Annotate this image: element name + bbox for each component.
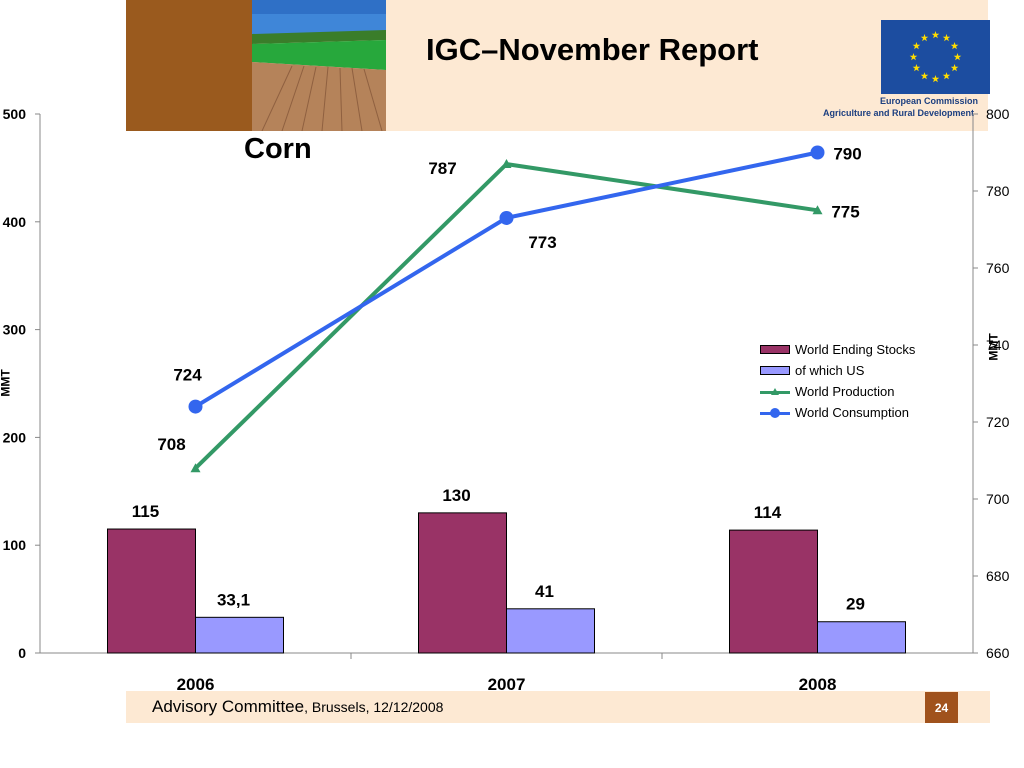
- eu-star-icon: [912, 42, 921, 50]
- data-point: [190, 463, 201, 473]
- data-point: [812, 205, 823, 215]
- line-data-label: 790: [833, 145, 861, 164]
- data-point: [499, 210, 514, 225]
- field-photo-image: [252, 0, 386, 131]
- bar: [817, 621, 906, 654]
- legend-label-consumption: World Consumption: [795, 405, 909, 420]
- eu-star-icon: [942, 72, 951, 80]
- right-axis-tick-label: 720: [986, 414, 1010, 430]
- bar-data-label: 114: [754, 503, 782, 522]
- eu-star-icon: [942, 33, 951, 42]
- series-line: [194, 150, 818, 409]
- chart-title: Corn: [244, 133, 312, 165]
- right-axis-tick-label: 780: [986, 183, 1010, 199]
- eu-star-icon: [931, 75, 940, 83]
- x-axis-tick-label: 2008: [799, 675, 837, 694]
- x-axis-tick-label: 2007: [488, 675, 526, 694]
- left-axis-tick-label: 0: [18, 645, 26, 661]
- right-axis-title: MMT: [986, 333, 1001, 361]
- page-title: IGC–November Report: [426, 32, 759, 67]
- legend-label-us: of which US: [795, 363, 865, 378]
- line-data-label: 773: [528, 233, 556, 252]
- legend-swatch-production: [760, 386, 790, 398]
- page-number: 24: [925, 692, 958, 723]
- left-axis-tick-label: 100: [3, 537, 27, 553]
- brown-decor-block: [126, 0, 252, 131]
- eu-star-icon: [931, 31, 940, 39]
- legend-swatch-us: [760, 366, 790, 375]
- bar-data-label: 41: [535, 582, 554, 601]
- line-data-label: 787: [428, 159, 456, 178]
- legend-swatch-ending-stocks: [760, 345, 790, 354]
- eu-logo-text-dg: Agriculture and Rural Development: [823, 108, 975, 118]
- line-data-label: 775: [831, 202, 859, 221]
- bar: [506, 608, 595, 654]
- legend-item-production: World Production: [760, 381, 915, 402]
- left-axis-tick-label: 400: [3, 214, 27, 230]
- bar: [107, 528, 196, 654]
- series-line: [194, 161, 818, 470]
- legend-item-consumption: World Consumption: [760, 402, 915, 423]
- eu-star-icon: [909, 53, 918, 61]
- eu-star-icon: [953, 53, 962, 61]
- right-axis-tick-label: 740: [986, 337, 1010, 353]
- legend-label-production: World Production: [795, 384, 895, 399]
- right-axis-tick-label: 680: [986, 568, 1010, 584]
- bar-data-label: 130: [442, 486, 470, 505]
- eu-logo-text-commission: European Commission: [880, 96, 979, 106]
- bar-data-label: 29: [846, 595, 865, 614]
- right-axis-tick-label: 800: [986, 106, 1010, 122]
- footer-committee: Advisory Committee: [152, 697, 305, 716]
- left-axis-title: MMT: [0, 369, 13, 397]
- eu-star-icon: [950, 42, 959, 50]
- right-axis-tick-label: 700: [986, 491, 1010, 507]
- legend-item-us: of which US: [760, 360, 915, 381]
- right-axis-tick-label: 660: [986, 645, 1010, 661]
- data-point: [188, 399, 203, 414]
- legend-swatch-consumption: [760, 407, 790, 419]
- legend-label-ending-stocks: World Ending Stocks: [795, 342, 916, 357]
- eu-star-icon: [920, 72, 929, 80]
- legend-item-ending-stocks: World Ending Stocks: [760, 339, 915, 360]
- eu-star-icon: [912, 64, 921, 72]
- bar-data-label: 115: [132, 502, 159, 521]
- left-axis-tick-label: 300: [3, 322, 27, 338]
- eu-star-icon: [950, 64, 959, 72]
- bar: [729, 529, 818, 654]
- footer-band: [126, 691, 990, 723]
- left-axis-tick-label: 200: [3, 429, 27, 445]
- data-point: [810, 145, 825, 160]
- data-point: [501, 159, 512, 169]
- line-data-label: 724: [173, 366, 202, 385]
- eu-flag-logo: [881, 20, 990, 94]
- line-data-label: 708: [157, 435, 185, 454]
- bar-data-label: 33,1: [217, 590, 250, 609]
- footer-text: Advisory Committee, Brussels, 12/12/2008: [152, 697, 443, 717]
- footer-location-date: , Brussels, 12/12/2008: [304, 699, 444, 715]
- x-axis-tick-label: 2006: [177, 675, 215, 694]
- chart-legend: World Ending Stocks of which US World Pr…: [760, 339, 915, 423]
- right-axis-tick-label: 760: [986, 260, 1010, 276]
- left-axis-tick-label: 500: [3, 106, 27, 122]
- bar: [418, 512, 507, 654]
- bar: [195, 616, 284, 654]
- eu-star-icon: [920, 33, 929, 42]
